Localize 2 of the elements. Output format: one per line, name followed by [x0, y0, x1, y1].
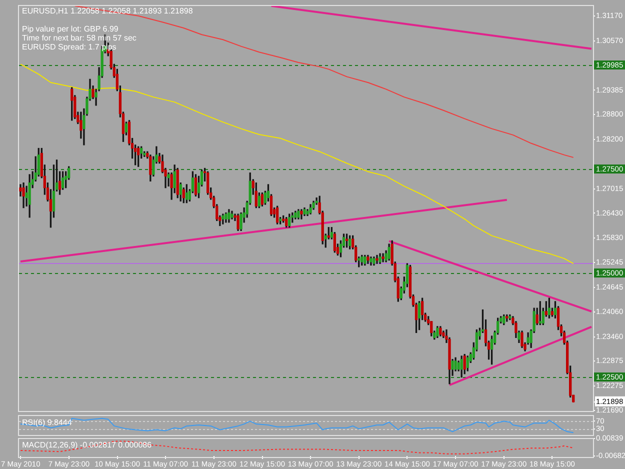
line-series: [20, 440, 574, 454]
annotation: Pip value per lot: GBP 6.99: [22, 24, 119, 34]
